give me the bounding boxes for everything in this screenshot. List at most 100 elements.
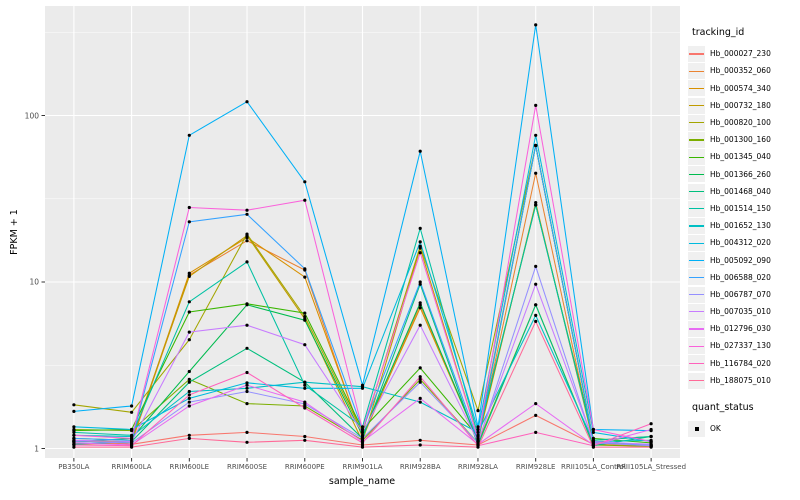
x-tick-label-RRIM600SE: RRIM600SE (227, 463, 268, 471)
data-point (303, 386, 307, 390)
legend-key-line-icon (688, 303, 705, 320)
data-point (187, 133, 191, 137)
x-tick-label-RRIM928BA: RRIM928BA (399, 463, 441, 471)
data-point (418, 396, 422, 400)
legend-item-Hb_005092_090: Hb_005092_090 (688, 252, 800, 269)
legend-key-line-icon (688, 131, 705, 148)
legend-item-label: Hb_000352_060 (710, 66, 771, 76)
y-tick-label: 10 (29, 277, 39, 287)
legend-key-line-icon (688, 252, 705, 269)
data-point (187, 389, 191, 394)
data-point (418, 438, 422, 442)
data-point (187, 338, 191, 342)
data-point (476, 440, 480, 444)
data-point (130, 445, 134, 449)
data-point (245, 100, 249, 104)
data-point (534, 171, 538, 175)
data-point (187, 310, 191, 314)
x-tick-label-RRIM600LA: RRIM600LA (111, 463, 152, 471)
legend-item-label: Hb_000027_230 (710, 49, 771, 59)
data-point (476, 425, 480, 429)
data-point (187, 330, 191, 334)
data-point (245, 260, 249, 264)
data-point (245, 430, 249, 434)
data-point (245, 239, 249, 243)
y-tick-label: 100 (24, 110, 39, 120)
data-point (130, 410, 134, 414)
legend-key-line-icon (688, 235, 705, 252)
data-point (187, 205, 191, 210)
legend-item-label: Hb_188075_010 (710, 375, 771, 385)
data-point (360, 386, 365, 390)
legend-item-Hb_000820_100: Hb_000820_100 (688, 114, 800, 131)
data-point (534, 313, 538, 317)
data-point (303, 383, 307, 387)
quant-ok-label: OK (710, 424, 721, 434)
legend-key-line-icon (688, 166, 705, 183)
data-point (649, 440, 653, 444)
data-point (418, 306, 422, 310)
data-point (187, 433, 191, 437)
data-point (187, 393, 191, 397)
data-point (187, 377, 191, 381)
data-point (476, 436, 480, 440)
legend-key-line-icon (688, 269, 705, 286)
legend-item-label: Hb_001468_040 (710, 186, 771, 196)
data-point (187, 369, 191, 374)
legend-item-label: Hb_116784_020 (710, 358, 771, 368)
legend-item-Hb_000732_180: Hb_000732_180 (688, 97, 800, 114)
data-point (649, 422, 653, 426)
data-point (649, 427, 653, 432)
data-point (245, 386, 249, 390)
legend-item-label: Hb_001300_160 (710, 135, 771, 145)
legend-item-quant-ok: OK (688, 421, 800, 438)
data-point (591, 427, 596, 432)
legend-item-Hb_012796_030: Hb_012796_030 (688, 320, 800, 338)
data-point (360, 427, 365, 432)
data-point (245, 212, 249, 216)
data-point (303, 275, 307, 279)
data-point (360, 433, 365, 437)
legend-item-Hb_001345_040: Hb_001345_040 (688, 149, 800, 166)
data-point (187, 220, 191, 224)
data-point (418, 240, 422, 244)
data-point (534, 303, 538, 307)
x-tick-label-RRIM901LA: RRIM901LA (342, 463, 383, 471)
legend-key-line-icon (688, 63, 705, 80)
data-point (303, 267, 307, 271)
legend-item-Hb_007035_010: Hb_007035_010 (688, 303, 800, 320)
data-point (476, 427, 480, 432)
legend-key-line-icon (688, 80, 705, 97)
data-point (245, 370, 249, 375)
legend-item-Hb_004312_020: Hb_004312_020 (688, 235, 800, 252)
data-point (245, 208, 249, 212)
legend-item-Hb_001514_150: Hb_001514_150 (688, 200, 800, 217)
legend-key-line-icon (688, 114, 705, 131)
data-point (303, 198, 307, 202)
legend-item-Hb_000352_060: Hb_000352_060 (688, 63, 800, 80)
data-point (360, 383, 365, 387)
data-point (130, 440, 134, 444)
data-point (187, 271, 191, 275)
data-point (649, 442, 653, 446)
data-point (187, 404, 191, 408)
data-point (418, 443, 422, 447)
x-tick-label-RRII105LA_Stressed: RRII105LA_Stressed (616, 463, 687, 471)
data-point (649, 434, 653, 439)
data-point (591, 445, 596, 449)
data-point (187, 274, 191, 278)
data-point (360, 436, 365, 440)
legend-item-Hb_027337_130: Hb_027337_130 (688, 338, 800, 355)
legend-key-line-icon (688, 321, 705, 338)
data-point (418, 244, 422, 248)
data-point (72, 425, 76, 429)
quant-ok-key-icon (688, 421, 705, 438)
data-point (649, 445, 653, 449)
data-point (360, 430, 365, 434)
data-point (418, 282, 422, 286)
legend-key-line-icon (688, 46, 705, 63)
y-tick-label: 1 (34, 443, 39, 453)
legend-item-label: Hb_001366_260 (710, 169, 771, 179)
data-point (130, 436, 134, 440)
